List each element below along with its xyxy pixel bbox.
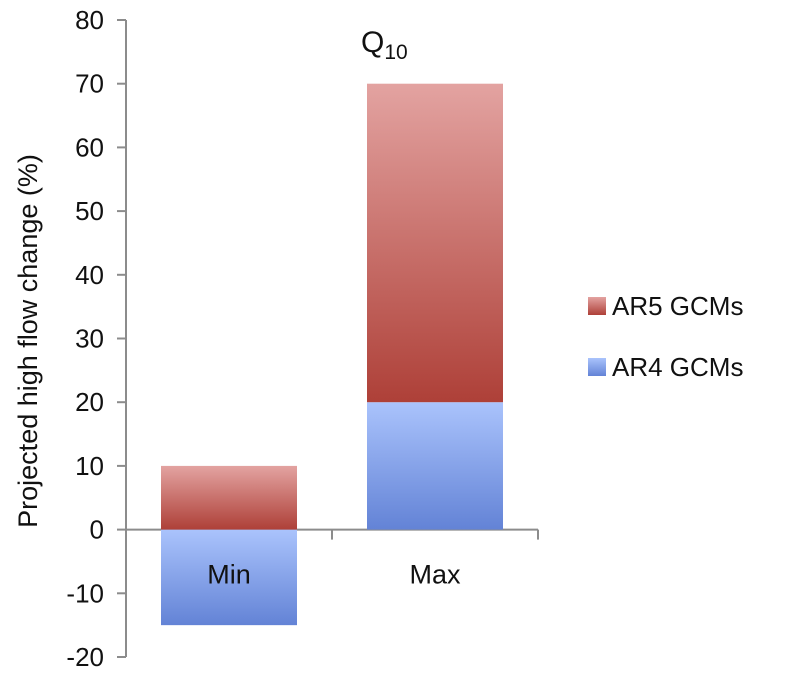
bars [161,83,503,626]
legend-swatch [588,297,606,315]
x-category-label: Max [409,560,461,590]
bar-max-ar4-gcms [367,402,503,530]
chart-title-subscript: 10 [384,41,407,64]
y-tick-label: -10 [66,578,104,608]
legend-label: AR5 GCMs [612,291,743,321]
y-axis-label: Projected high flow change (%) [13,154,43,528]
chart-title: Q10 [361,26,408,64]
legend-swatch [588,358,606,376]
y-tick-label: 50 [75,196,104,226]
legend: AR5 GCMs AR4 GCMs [588,291,743,382]
y-tick-label: 20 [75,387,104,417]
y-tick-label: -20 [66,642,104,672]
bar-max-ar5-gcms [367,83,503,403]
y-tick-label: 30 [75,324,104,354]
x-category-label: Min [207,560,251,590]
y-tick-label: 40 [75,260,104,290]
y-tick-label: 10 [75,451,104,481]
y-tick-label: 0 [90,515,104,545]
y-tick-label: 80 [75,5,104,35]
bar-min-ar4-gcms [161,529,297,626]
legend-label: AR4 GCMs [612,352,743,382]
y-tick-label: 60 [75,132,104,162]
bar-min-ar5-gcms [161,465,297,530]
y-tick-label: 70 [75,69,104,99]
labels: 80 70 60 50 40 30 20 10 0 -10 -20 Min Max [66,5,461,672]
chart-title-main: Q [361,26,384,59]
